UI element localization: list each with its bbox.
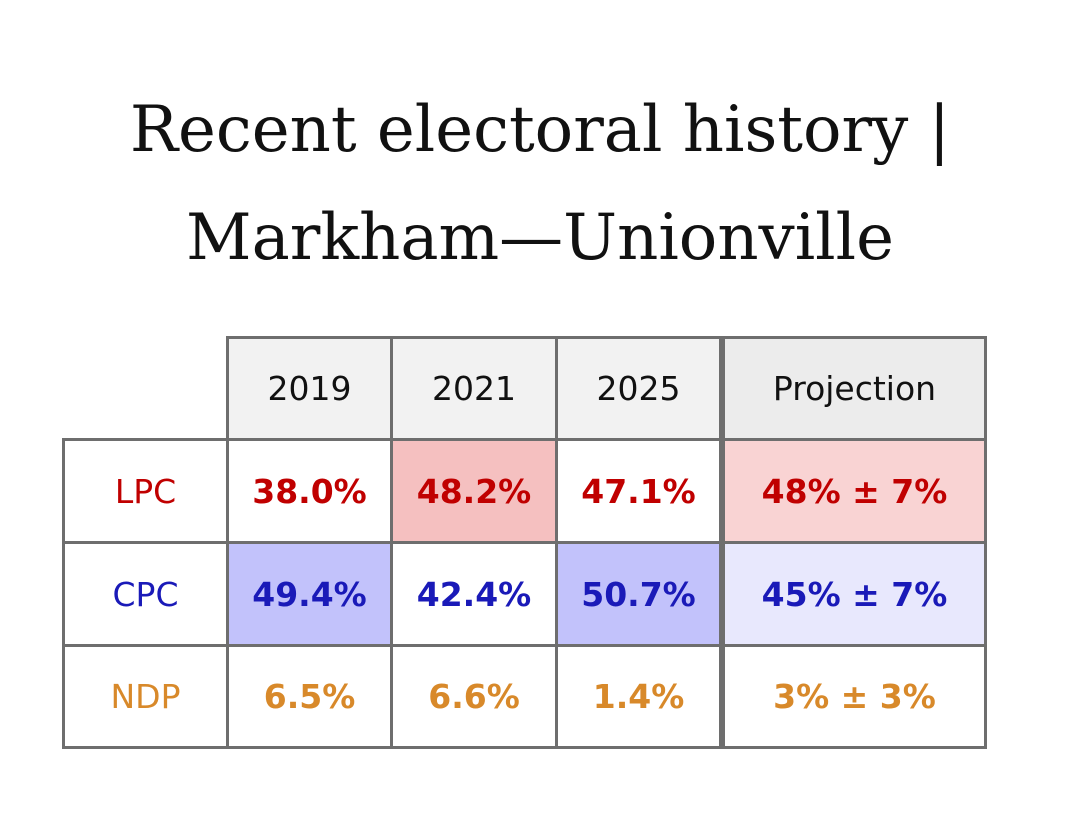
cpc-projection-value: 45% ± 7% [722,541,987,647]
ndp-2025-value: 1.4% [555,644,722,749]
ndp-projection-value: 3% ± 3% [722,644,987,749]
chart-title: Recent electoral history | Markham—Union… [0,76,1080,292]
title-line-2: Markham—Unionville [186,201,894,275]
ndp-2021-value: 6.6% [390,644,558,749]
lpc-projection-value: 48% ± 7% [722,438,987,544]
results-table: 2019 2021 2025 Projection LPC 38.0% 48.2… [62,336,987,749]
lpc-2019-value: 38.0% [226,438,393,544]
header-2025: 2025 [555,336,722,441]
header-2019: 2019 [226,336,393,441]
cpc-2021-value: 42.4% [390,541,558,647]
party-label-lpc: LPC [62,438,229,544]
cpc-2019-value: 49.4% [226,541,393,647]
cpc-2025-value: 50.7% [555,541,722,647]
lpc-2025-value: 47.1% [555,438,722,544]
header-projection: Projection [722,336,987,441]
ndp-2019-value: 6.5% [226,644,393,749]
title-line-1: Recent electoral history | [129,93,951,167]
lpc-2021-value: 48.2% [390,438,558,544]
header-2021: 2021 [390,336,558,441]
party-label-cpc: CPC [62,541,229,647]
party-label-ndp: NDP [62,644,229,749]
